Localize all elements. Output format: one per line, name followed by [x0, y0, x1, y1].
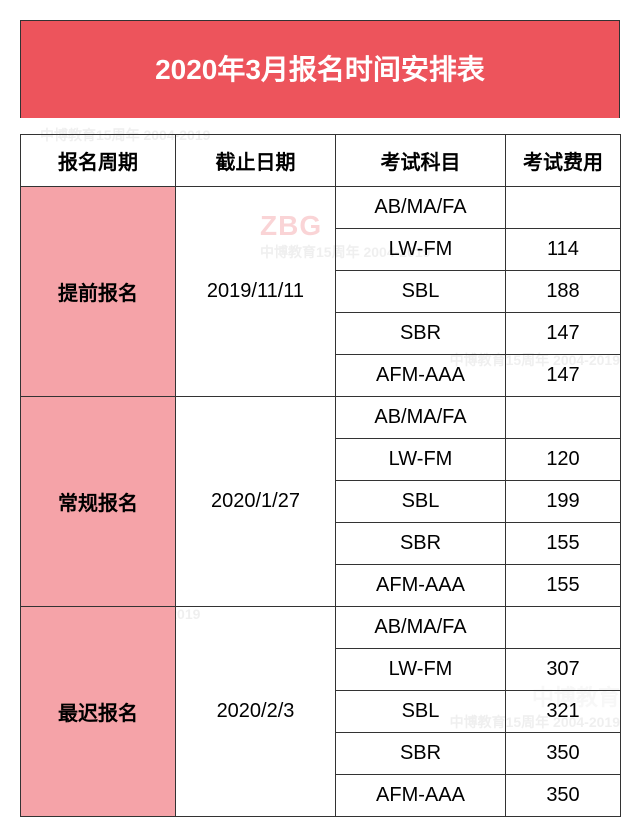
deadline-cell: 2020/1/27 — [176, 397, 336, 607]
table-row: 常规报名2020/1/27AB/MA/FA — [21, 397, 621, 439]
subject-cell: AB/MA/FA — [336, 397, 506, 439]
table-header-row: 报名周期 截止日期 考试科目 考试费用 — [21, 135, 621, 187]
fee-cell: 155 — [506, 565, 621, 607]
fee-cell: 120 — [506, 439, 621, 481]
col-subject: 考试科目 — [336, 135, 506, 187]
fee-cell: 199 — [506, 481, 621, 523]
col-deadline: 截止日期 — [176, 135, 336, 187]
fee-cell: 155 — [506, 523, 621, 565]
subject-cell: AB/MA/FA — [336, 187, 506, 229]
subject-cell: AFM-AAA — [336, 565, 506, 607]
fee-cell: 114 — [506, 229, 621, 271]
fee-cell: 188 — [506, 271, 621, 313]
fee-cell: 307 — [506, 649, 621, 691]
subject-cell: SBL — [336, 691, 506, 733]
subject-cell: AFM-AAA — [336, 775, 506, 817]
subject-cell: SBL — [336, 481, 506, 523]
subject-cell: SBR — [336, 313, 506, 355]
period-cell: 提前报名 — [21, 187, 176, 397]
subject-cell: LW-FM — [336, 649, 506, 691]
fee-cell: 350 — [506, 733, 621, 775]
period-cell: 最迟报名 — [21, 607, 176, 817]
fee-cell: 147 — [506, 355, 621, 397]
fee-cell: 350 — [506, 775, 621, 817]
fee-cell — [506, 187, 621, 229]
deadline-cell: 2020/2/3 — [176, 607, 336, 817]
subject-cell: SBL — [336, 271, 506, 313]
fee-cell — [506, 607, 621, 649]
col-period: 报名周期 — [21, 135, 176, 187]
subject-cell: AFM-AAA — [336, 355, 506, 397]
deadline-cell: 2019/11/11 — [176, 187, 336, 397]
col-fee: 考试费用 — [506, 135, 621, 187]
schedule-table: 报名周期 截止日期 考试科目 考试费用 提前报名2019/11/11AB/MA/… — [20, 134, 621, 817]
subject-cell: LW-FM — [336, 229, 506, 271]
table-row: 提前报名2019/11/11AB/MA/FA — [21, 187, 621, 229]
fee-cell: 147 — [506, 313, 621, 355]
period-cell: 常规报名 — [21, 397, 176, 607]
subject-cell: SBR — [336, 733, 506, 775]
fee-cell — [506, 397, 621, 439]
subject-cell: LW-FM — [336, 439, 506, 481]
subject-cell: SBR — [336, 523, 506, 565]
page-title: 2020年3月报名时间安排表 — [20, 20, 620, 118]
subject-cell: AB/MA/FA — [336, 607, 506, 649]
table-row: 最迟报名2020/2/3AB/MA/FA — [21, 607, 621, 649]
fee-cell: 321 — [506, 691, 621, 733]
